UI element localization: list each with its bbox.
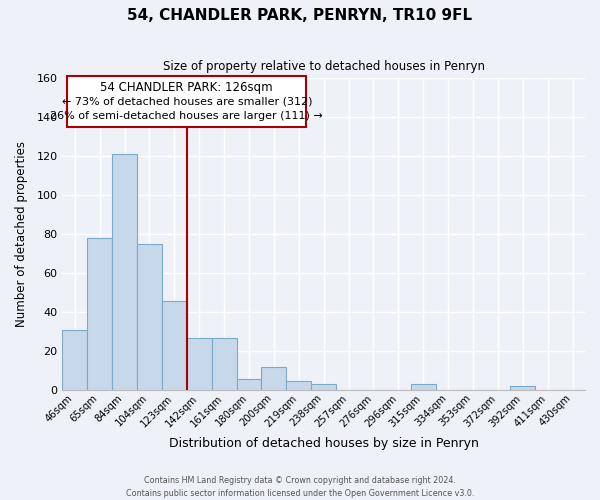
Bar xyxy=(137,244,162,390)
Bar xyxy=(262,367,286,390)
Bar xyxy=(411,384,436,390)
Y-axis label: Number of detached properties: Number of detached properties xyxy=(15,142,28,328)
X-axis label: Distribution of detached houses by size in Penryn: Distribution of detached houses by size … xyxy=(169,437,479,450)
Bar xyxy=(286,380,311,390)
Text: ← 73% of detached houses are smaller (312): ← 73% of detached houses are smaller (31… xyxy=(62,96,312,106)
Text: Contains HM Land Registry data © Crown copyright and database right 2024.
Contai: Contains HM Land Registry data © Crown c… xyxy=(126,476,474,498)
Text: 54, CHANDLER PARK, PENRYN, TR10 9FL: 54, CHANDLER PARK, PENRYN, TR10 9FL xyxy=(127,8,473,22)
Text: 26% of semi-detached houses are larger (111) →: 26% of semi-detached houses are larger (… xyxy=(50,111,323,121)
Bar xyxy=(112,154,137,390)
Bar xyxy=(212,338,236,390)
Bar xyxy=(62,330,87,390)
Bar xyxy=(187,338,212,390)
Bar xyxy=(311,384,336,390)
Bar xyxy=(511,386,535,390)
Bar xyxy=(162,300,187,390)
Title: Size of property relative to detached houses in Penryn: Size of property relative to detached ho… xyxy=(163,60,485,73)
Bar xyxy=(67,76,306,127)
Bar xyxy=(87,238,112,390)
Text: 54 CHANDLER PARK: 126sqm: 54 CHANDLER PARK: 126sqm xyxy=(100,81,273,94)
Bar xyxy=(236,378,262,390)
